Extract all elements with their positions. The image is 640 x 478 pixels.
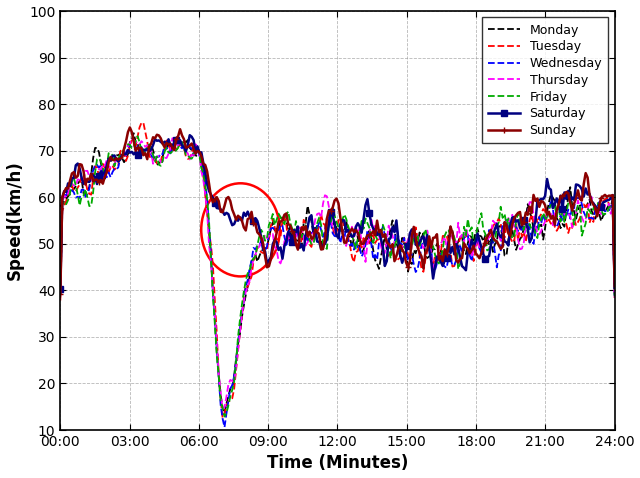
Tuesday xyxy=(536,214,543,220)
Sunday xyxy=(524,212,532,217)
Line: Monday: Monday xyxy=(60,133,614,413)
Saturday xyxy=(186,132,193,138)
Tuesday xyxy=(526,217,534,223)
Wednesday xyxy=(566,216,574,221)
Saturday xyxy=(56,286,64,292)
Monday xyxy=(340,230,348,236)
Sunday xyxy=(547,216,555,221)
Line: Sunday: Sunday xyxy=(58,125,618,296)
Saturday xyxy=(534,198,541,204)
Monday xyxy=(611,293,618,298)
Friday xyxy=(56,292,64,297)
Wednesday xyxy=(105,170,113,175)
Wednesday xyxy=(172,135,180,141)
Friday xyxy=(340,211,348,217)
Sunday xyxy=(105,159,113,165)
Tuesday xyxy=(549,218,557,224)
Monday xyxy=(536,223,543,229)
Wednesday xyxy=(611,293,618,298)
Saturday xyxy=(611,285,618,291)
Wednesday xyxy=(536,214,543,220)
Tuesday xyxy=(105,169,113,175)
Thursday xyxy=(611,295,618,301)
Thursday xyxy=(168,135,176,141)
Line: Tuesday: Tuesday xyxy=(60,123,614,418)
Saturday xyxy=(564,188,572,194)
Monday xyxy=(526,210,534,216)
Thursday xyxy=(105,163,113,169)
Sunday xyxy=(534,196,541,201)
Wednesday xyxy=(526,226,534,232)
Thursday xyxy=(526,199,534,205)
Monday xyxy=(130,130,138,136)
Tuesday xyxy=(56,298,64,304)
Friday xyxy=(134,133,141,139)
Thursday xyxy=(219,406,227,412)
Legend: Monday, Tuesday, Wednesday, Thursday, Friday, Saturday, Sunday: Monday, Tuesday, Wednesday, Thursday, Fr… xyxy=(482,17,609,143)
Thursday xyxy=(549,222,557,228)
Friday xyxy=(526,221,534,227)
Monday xyxy=(566,185,574,190)
Monday xyxy=(549,195,557,201)
Sunday xyxy=(56,291,64,296)
Tuesday xyxy=(340,224,348,230)
Tuesday xyxy=(566,223,574,229)
Tuesday xyxy=(219,415,227,421)
Sunday xyxy=(564,190,572,196)
Line: Saturday: Saturday xyxy=(58,132,618,292)
Monday xyxy=(105,160,113,165)
Line: Wednesday: Wednesday xyxy=(60,138,614,427)
Wednesday xyxy=(56,293,64,298)
Friday xyxy=(221,413,228,419)
Thursday xyxy=(566,213,574,219)
Y-axis label: Speed(km/h): Speed(km/h) xyxy=(6,161,24,281)
Saturday xyxy=(105,156,113,162)
Friday xyxy=(105,151,113,156)
Tuesday xyxy=(138,120,145,126)
Friday xyxy=(611,293,618,299)
Saturday xyxy=(339,217,346,223)
Tuesday xyxy=(611,295,618,301)
Wednesday xyxy=(221,424,228,430)
Thursday xyxy=(536,231,543,237)
Saturday xyxy=(547,187,555,193)
Friday xyxy=(566,197,574,203)
Friday xyxy=(536,221,543,227)
Sunday xyxy=(126,125,134,130)
X-axis label: Time (Minutes): Time (Minutes) xyxy=(267,455,408,472)
Monday xyxy=(56,204,64,209)
Sunday xyxy=(339,229,346,235)
Line: Thursday: Thursday xyxy=(60,138,614,409)
Wednesday xyxy=(340,237,348,242)
Sunday xyxy=(611,283,618,289)
Saturday xyxy=(524,226,532,231)
Monday xyxy=(221,411,228,416)
Line: Friday: Friday xyxy=(60,136,614,416)
Thursday xyxy=(340,236,348,241)
Friday xyxy=(549,201,557,206)
Wednesday xyxy=(549,206,557,211)
Thursday xyxy=(56,292,64,298)
